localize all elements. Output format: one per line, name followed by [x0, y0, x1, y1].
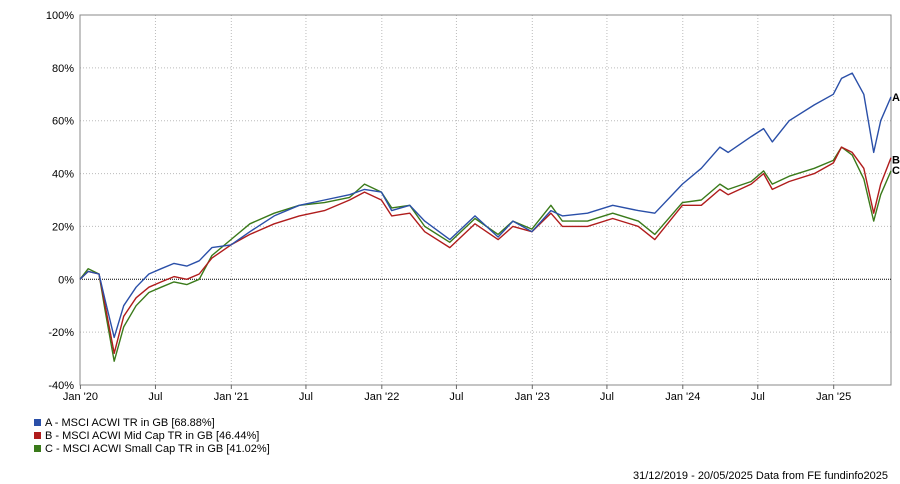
y-tick-label: 80%	[52, 63, 74, 75]
x-tick-label: Jul	[148, 391, 162, 403]
series-end-label-b: B	[892, 155, 900, 167]
x-tick-label: Jan '24	[665, 391, 700, 403]
legend-swatch-a	[34, 419, 41, 426]
legend: A - MSCI ACWI TR in GB [68.88%] B - MSCI…	[34, 416, 270, 455]
end-labels: A BC	[892, 92, 900, 177]
legend-label-c: C - MSCI ACWI Small Cap TR in GB [41.02%…	[45, 442, 270, 455]
x-tick-label: Jan '20	[63, 391, 98, 403]
legend-item-c: C - MSCI ACWI Small Cap TR in GB [41.02%…	[34, 442, 270, 455]
data-source-footer: 31/12/2019 - 20/05/2025 Data from FE fun…	[632, 470, 888, 482]
legend-item-b: B - MSCI ACWI Mid Cap TR in GB [46.44%]	[34, 429, 270, 442]
legend-item-a: A - MSCI ACWI TR in GB [68.88%]	[34, 416, 270, 429]
x-tick-label: Jan '21	[214, 391, 249, 403]
series-line-b	[79, 146, 892, 354]
y-tick-label: 20%	[52, 221, 74, 233]
y-tick-label: 40%	[52, 169, 74, 181]
x-tick-label: Jan '22	[364, 391, 399, 403]
x-tick-label: Jul	[751, 391, 765, 403]
series-end-label-c: C	[892, 165, 900, 177]
plot-frame	[79, 14, 892, 386]
legend-label-a: A - MSCI ACWI TR in GB [68.88%]	[45, 416, 215, 429]
legend-swatch-c	[34, 445, 41, 452]
series-line-c	[79, 146, 892, 362]
y-tick-label: 60%	[52, 116, 74, 128]
grid-lines	[80, 15, 891, 385]
x-tick-label: Jan '23	[515, 391, 550, 403]
series-layer	[79, 72, 892, 362]
x-tick-label: Jul	[299, 391, 313, 403]
legend-swatch-b	[34, 432, 41, 439]
legend-label-b: B - MSCI ACWI Mid Cap TR in GB [46.44%]	[45, 429, 260, 442]
x-axis: Jan '20 Jul Jan '21 Jul Jan '22 Jul Jan '23 Jul…	[63, 385, 851, 403]
y-tick-label: 0%	[58, 274, 74, 286]
y-tick-label: -40%	[48, 380, 74, 392]
y-tick-label: -20%	[48, 327, 74, 339]
x-tick-label: Jul	[600, 391, 614, 403]
x-tick-label: Jul	[449, 391, 463, 403]
series-end-label-a: A	[892, 92, 900, 104]
series-line-a	[79, 72, 892, 339]
y-tick-label: 100%	[46, 10, 74, 22]
x-tick-label: Jan '25	[816, 391, 851, 403]
y-axis: 100% 80% 60% 40% 20% 0% -20% -40%	[46, 10, 74, 392]
